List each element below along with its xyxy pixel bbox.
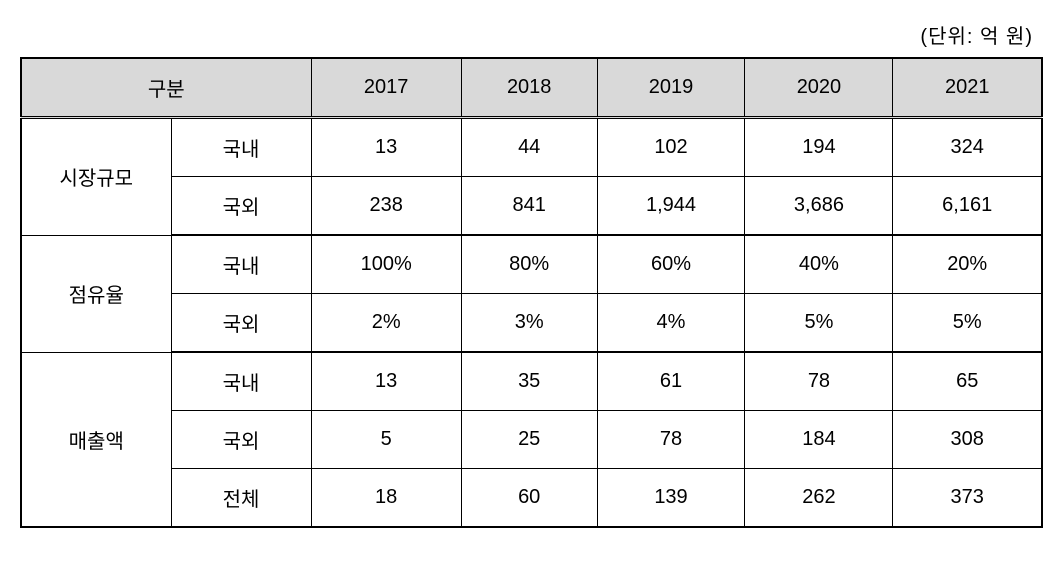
header-year: 2018 bbox=[461, 58, 597, 118]
subcategory-cell: 국외 bbox=[171, 411, 311, 469]
data-cell: 6,161 bbox=[893, 177, 1042, 236]
data-cell: 262 bbox=[745, 469, 893, 528]
data-cell: 25 bbox=[461, 411, 597, 469]
subcategory-cell: 국외 bbox=[171, 294, 311, 353]
data-cell: 3,686 bbox=[745, 177, 893, 236]
data-cell: 65 bbox=[893, 352, 1042, 411]
data-cell: 3% bbox=[461, 294, 597, 353]
data-cell: 841 bbox=[461, 177, 597, 236]
subcategory-cell: 국외 bbox=[171, 177, 311, 236]
header-year: 2019 bbox=[597, 58, 745, 118]
data-cell: 35 bbox=[461, 352, 597, 411]
category-cell: 시장규모 bbox=[21, 118, 171, 236]
data-cell: 13 bbox=[311, 352, 461, 411]
category-cell: 매출액 bbox=[21, 352, 171, 527]
unit-label: (단위: 억 원) bbox=[20, 20, 1043, 49]
table-row: 국외 5 25 78 184 308 bbox=[21, 411, 1042, 469]
category-cell: 점유율 bbox=[21, 235, 171, 352]
data-table: 구분 2017 2018 2019 2020 2021 시장규모 국내 13 4… bbox=[20, 57, 1043, 528]
data-cell: 78 bbox=[597, 411, 745, 469]
data-cell: 1,944 bbox=[597, 177, 745, 236]
subcategory-cell: 국내 bbox=[171, 118, 311, 177]
data-cell: 194 bbox=[745, 118, 893, 177]
table-row: 매출액 국내 13 35 61 78 65 bbox=[21, 352, 1042, 411]
data-cell: 238 bbox=[311, 177, 461, 236]
data-cell: 5% bbox=[893, 294, 1042, 353]
subcategory-cell: 국내 bbox=[171, 235, 311, 294]
data-cell: 102 bbox=[597, 118, 745, 177]
table-row: 국외 238 841 1,944 3,686 6,161 bbox=[21, 177, 1042, 236]
data-cell: 100% bbox=[311, 235, 461, 294]
data-cell: 61 bbox=[597, 352, 745, 411]
data-cell: 4% bbox=[597, 294, 745, 353]
data-cell: 5 bbox=[311, 411, 461, 469]
data-cell: 60% bbox=[597, 235, 745, 294]
data-cell: 80% bbox=[461, 235, 597, 294]
data-cell: 20% bbox=[893, 235, 1042, 294]
data-cell: 40% bbox=[745, 235, 893, 294]
table-row: 전체 18 60 139 262 373 bbox=[21, 469, 1042, 528]
data-cell: 78 bbox=[745, 352, 893, 411]
data-cell: 184 bbox=[745, 411, 893, 469]
data-cell: 324 bbox=[893, 118, 1042, 177]
data-cell: 373 bbox=[893, 469, 1042, 528]
data-cell: 13 bbox=[311, 118, 461, 177]
subcategory-cell: 국내 bbox=[171, 352, 311, 411]
header-year: 2017 bbox=[311, 58, 461, 118]
subcategory-cell: 전체 bbox=[171, 469, 311, 528]
header-category: 구분 bbox=[21, 58, 311, 118]
table-row: 국외 2% 3% 4% 5% 5% bbox=[21, 294, 1042, 353]
data-cell: 44 bbox=[461, 118, 597, 177]
data-cell: 5% bbox=[745, 294, 893, 353]
table-header-row: 구분 2017 2018 2019 2020 2021 bbox=[21, 58, 1042, 118]
data-cell: 60 bbox=[461, 469, 597, 528]
data-cell: 2% bbox=[311, 294, 461, 353]
header-year: 2021 bbox=[893, 58, 1042, 118]
header-year: 2020 bbox=[745, 58, 893, 118]
data-cell: 18 bbox=[311, 469, 461, 528]
data-cell: 139 bbox=[597, 469, 745, 528]
table-row: 시장규모 국내 13 44 102 194 324 bbox=[21, 118, 1042, 177]
data-cell: 308 bbox=[893, 411, 1042, 469]
table-row: 점유율 국내 100% 80% 60% 40% 20% bbox=[21, 235, 1042, 294]
